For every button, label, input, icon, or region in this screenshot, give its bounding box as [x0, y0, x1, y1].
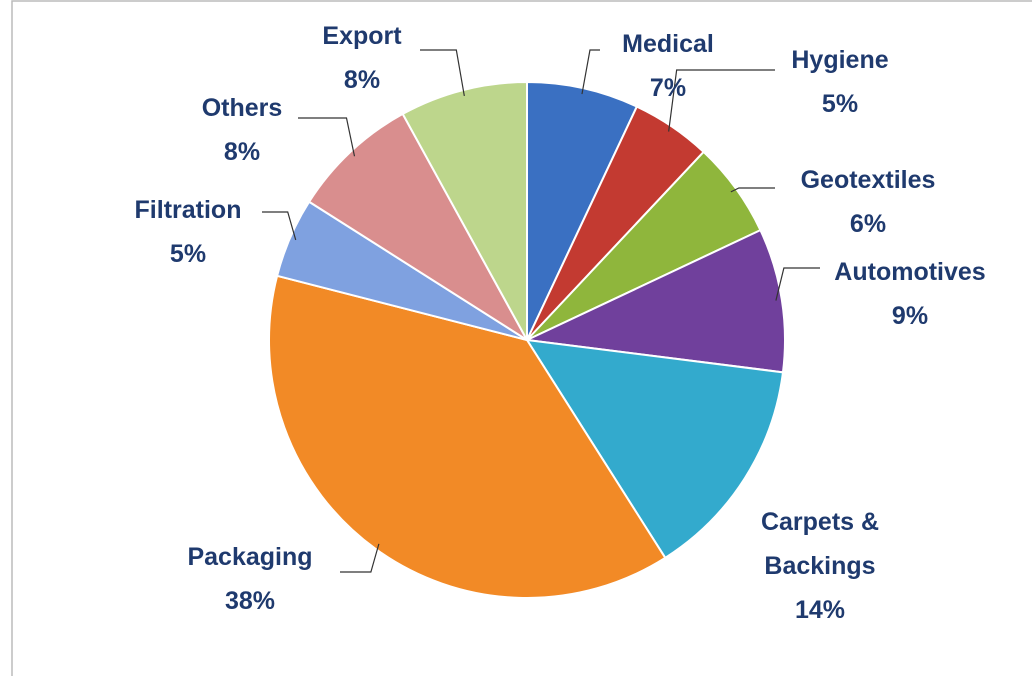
category-label: Export — [322, 22, 402, 50]
leader-line — [581, 49, 600, 95]
value-label: 14% — [794, 596, 846, 624]
pie-slice — [268, 274, 667, 599]
data-label: Medical 7% — [568, 22, 768, 110]
data-label: Others 8% — [142, 86, 342, 174]
value-label: 8% — [343, 66, 381, 94]
data-label: Export 8% — [262, 14, 462, 102]
leader-line — [298, 117, 356, 157]
leader-line — [668, 69, 775, 132]
value-label: 7% — [649, 74, 687, 102]
data-label: Automotives 9% — [815, 250, 1005, 338]
category-label: Geotextiles — [800, 166, 936, 194]
category-label: Filtration — [134, 196, 242, 224]
pie-slice — [307, 112, 528, 341]
category-label: Medical — [622, 30, 714, 58]
value-label: 9% — [891, 302, 929, 330]
leader-line — [262, 211, 297, 241]
category-label: Automotives — [834, 258, 986, 286]
value-label: 38% — [224, 587, 276, 615]
pie-slice — [523, 228, 786, 374]
value-label: 5% — [169, 240, 207, 268]
category-label: Others — [201, 94, 283, 122]
category-label: Hygiene — [791, 46, 889, 74]
leader-line — [420, 49, 465, 97]
value-label: 5% — [821, 90, 859, 118]
data-label: Geotextiles 6% — [758, 158, 978, 246]
leader-line — [730, 187, 775, 193]
category-label: Packaging — [187, 543, 313, 571]
data-label: Packaging 38% — [150, 535, 350, 623]
category-label: Carpets & Backings — [760, 508, 880, 580]
data-label: Filtration 5% — [88, 188, 288, 276]
value-label: 8% — [223, 138, 261, 166]
leader-line — [775, 267, 820, 301]
data-label: Hygiene 5% — [740, 38, 940, 126]
pie-slice — [525, 338, 785, 560]
data-label: Carpets & Backings 14% — [730, 500, 910, 632]
value-label: 6% — [849, 210, 887, 238]
leader-line — [340, 543, 380, 573]
